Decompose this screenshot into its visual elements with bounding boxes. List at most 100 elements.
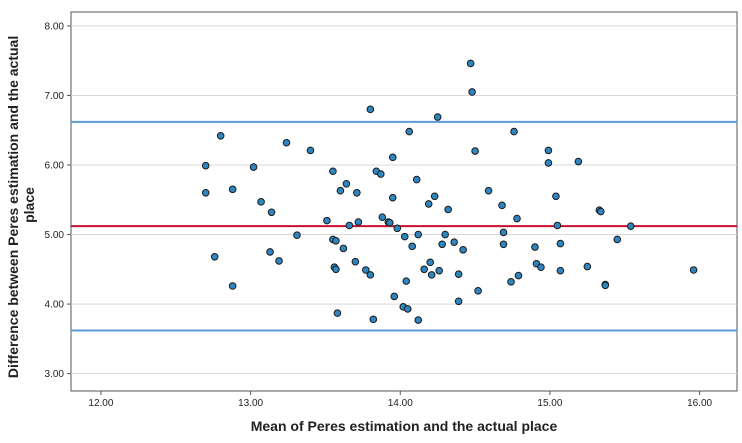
data-point [450,238,458,246]
data-point [510,127,518,136]
data-point [414,316,423,324]
x-tick-label: 12.00 [88,398,113,409]
data-point [466,59,475,68]
y-tick-label: 8.00 [45,21,65,32]
data-point [689,266,698,274]
x-tick-label: 16.00 [687,398,712,409]
data-point [556,266,565,275]
data-point [499,228,508,237]
data-point [275,257,283,265]
y-tick-label: 7.00 [45,91,65,102]
y-tick-label: 4.00 [45,300,65,311]
data-point [329,167,337,176]
data-point [257,198,265,206]
data-point [362,266,370,274]
data-point [574,157,583,166]
data-point [507,278,515,286]
reference-lines [71,120,737,332]
data-point [430,192,439,201]
data-point [201,161,210,170]
data-point [414,230,423,239]
data-point [441,230,449,239]
data-point [332,236,340,245]
data-point [342,179,351,188]
y-axis-title-line-2: place [21,187,37,223]
data-point [420,265,429,274]
x-tick-label: 13.00 [238,398,263,409]
data-point [444,205,452,214]
data-point [228,185,237,194]
data-point [378,213,387,221]
data-point [377,170,385,178]
data-point [339,244,348,253]
data-point [369,315,378,324]
data-point [353,189,361,197]
data-point [613,235,622,244]
data-point [537,263,545,272]
data-point [282,138,291,147]
y-tick-label: 6.00 [45,160,65,171]
data-point [405,127,414,136]
data-point [626,222,635,230]
data-point [454,297,463,306]
data-point [552,192,560,201]
data-point [498,201,506,210]
x-axis-ticks: 12.00 13.00 14.00 15.00 16.00 [88,391,713,409]
data-point [601,281,610,290]
data-point [228,282,237,290]
y-tick-label: 3.00 [45,369,65,380]
data-point [531,243,539,251]
data-point [323,216,331,225]
data-point [333,309,342,317]
data-points [201,59,698,324]
data-point [388,153,397,162]
data-point [403,305,412,313]
data-point [366,271,375,279]
data-point [438,240,446,249]
data-point [412,175,421,184]
data-point [306,146,315,155]
data-point [336,186,345,195]
data-point [210,252,219,261]
data-point [459,246,467,254]
data-point [424,200,433,208]
data-point [544,159,553,167]
data-point [583,262,592,271]
data-point [402,277,411,285]
data-point [249,163,258,171]
data-point [366,105,375,114]
data-point [267,208,276,217]
data-point [544,146,553,155]
data-point [332,265,340,274]
y-axis-title-line-1: Difference between Peres estimation and … [5,36,21,378]
data-point [354,218,363,226]
plot-area [70,11,738,392]
data-point [216,131,225,140]
data-point [597,207,605,216]
data-point [471,147,479,155]
y-axis-title: Difference between Peres estimation and … [5,32,37,378]
data-point [385,218,394,227]
x-tick-label: 15.00 [537,398,562,409]
data-point [435,266,443,275]
data-point [345,221,354,230]
data-point [293,231,301,240]
y-axis-ticks: 3.00 4.00 5.00 6.00 7.00 8.00 [45,21,71,380]
data-point [408,242,417,251]
data-point [556,239,565,248]
data-point [454,270,463,278]
data-point [553,221,562,230]
data-point [499,240,508,249]
data-point [388,193,397,202]
data-point [400,232,409,241]
data-point [266,248,274,256]
data-point [351,257,360,266]
data-point [514,271,523,280]
data-point [513,214,521,223]
x-tick-label: 14.00 [388,398,413,409]
data-point [390,292,399,301]
y-tick-label: 5.00 [45,230,65,241]
data-point [468,88,476,96]
data-point [201,189,210,197]
